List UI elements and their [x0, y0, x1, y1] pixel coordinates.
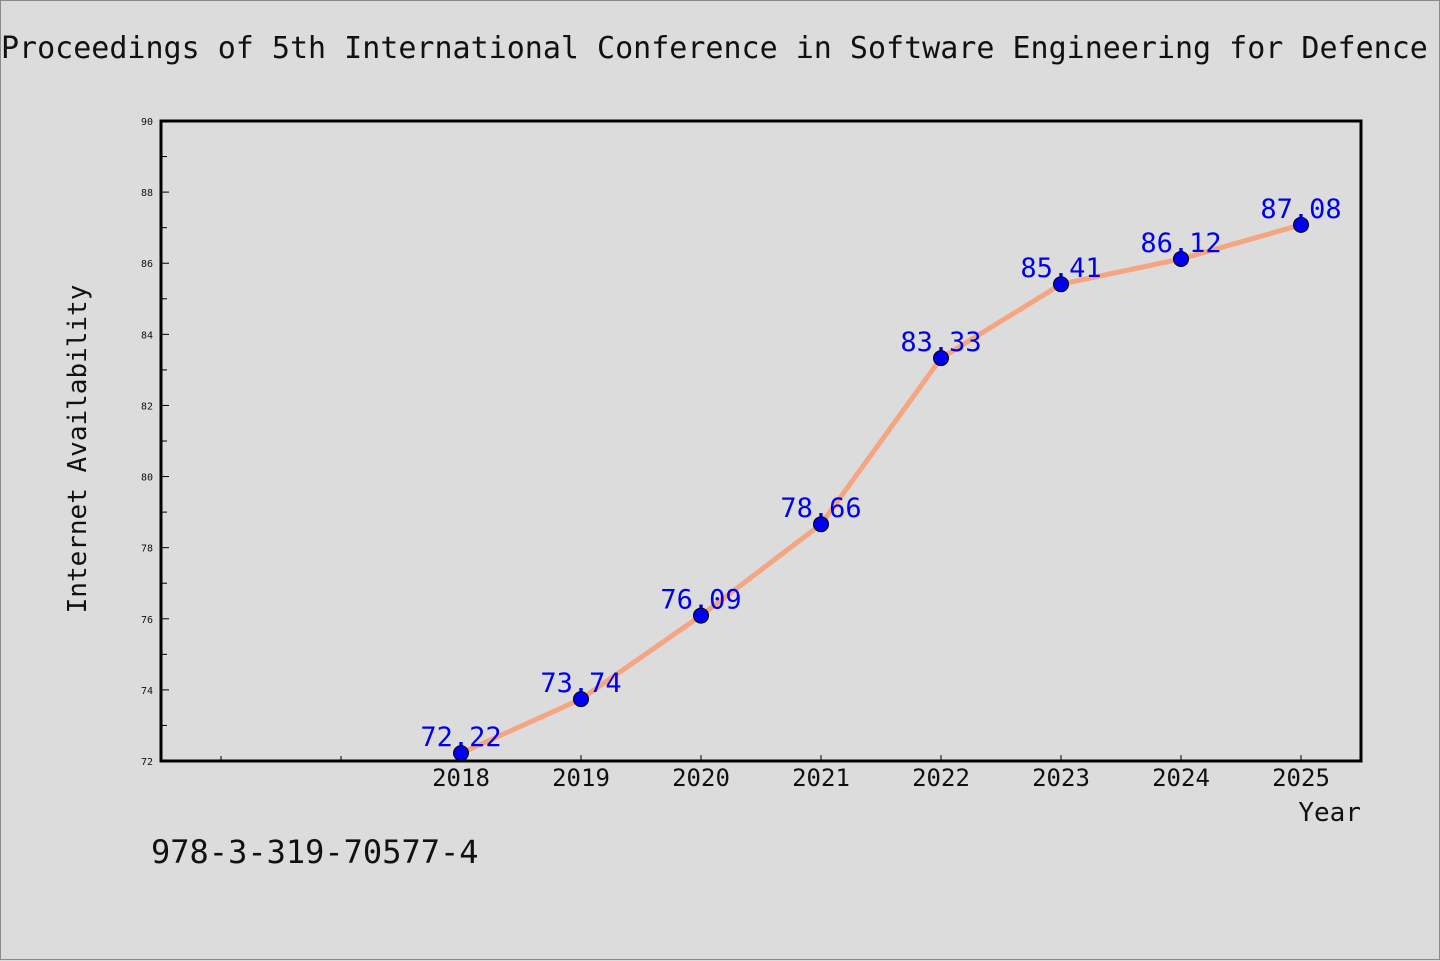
data-point — [573, 691, 589, 708]
y-tick-label: 88 — [141, 188, 153, 199]
x-tick-label: 2018 — [432, 764, 490, 792]
y-tick-label: 78 — [141, 544, 153, 555]
x-tick-label: 2023 — [1032, 764, 1090, 792]
x-tick-label: 2021 — [792, 764, 850, 792]
y-axis: 72 74 76 78 80 82 84 86 88 90 — [141, 117, 169, 768]
y-axis-label: Internet Availability — [63, 285, 93, 614]
x-tick-label: 2024 — [1152, 764, 1210, 792]
data-point — [693, 607, 709, 624]
chart-title: Proceedings of 5th International Confere… — [1, 31, 1428, 66]
y-tick-label: 72 — [141, 757, 153, 768]
data-point — [453, 745, 469, 762]
y-tick-label: 76 — [141, 615, 153, 626]
data-point — [1053, 276, 1069, 293]
x-tick-label: 2025 — [1272, 764, 1330, 792]
x-axis-label: Year — [1298, 798, 1361, 828]
data-point — [933, 350, 949, 367]
x-tick-label: 2019 — [552, 764, 610, 792]
data-point — [1173, 250, 1189, 267]
x-axis: 2018 2019 2020 2021 2022 2023 2024 2025 — [220, 755, 1330, 792]
series-line — [458, 222, 1304, 756]
y-tick-label: 84 — [141, 330, 153, 341]
y-tick-label: 74 — [141, 686, 153, 697]
x-tick-label: 2020 — [672, 764, 730, 792]
y-tick-label: 82 — [141, 401, 153, 412]
data-point — [1293, 216, 1309, 233]
data-point — [813, 516, 829, 533]
plot-area — [159, 119, 1363, 763]
y-tick-label: 80 — [141, 473, 153, 484]
x-tick-label: 2022 — [912, 764, 970, 792]
y-tick-label: 86 — [141, 259, 153, 270]
isbn-text: 978-3-319-70577-4 — [151, 833, 479, 871]
y-tick-label: 90 — [141, 117, 153, 128]
